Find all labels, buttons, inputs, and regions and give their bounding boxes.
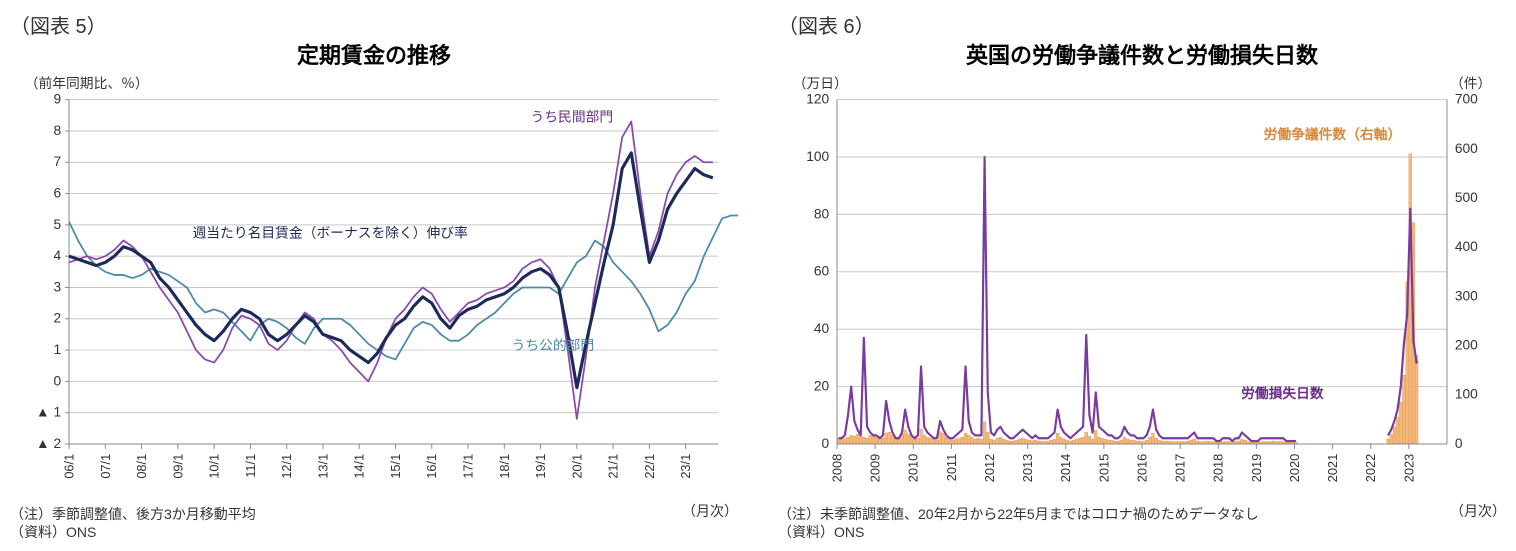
svg-text:18/1: 18/1 [497, 454, 512, 479]
svg-text:120: 120 [806, 92, 829, 107]
chart5-note2: （資料）ONS [10, 523, 256, 541]
svg-text:200: 200 [1455, 338, 1478, 353]
svg-text:22/1: 22/1 [642, 454, 657, 479]
chart6-svg: （万日） （件） 0 20 40 60 80 100 120 0 100 200 300 400 500 60… [778, 43, 1506, 501]
chart5-xlabel: （月次） [682, 501, 738, 541]
svg-text:2008: 2008 [830, 454, 845, 482]
chart5-notes: （注）季節調整値、後方3か月移動平均 （資料）ONS [10, 505, 256, 541]
svg-text:2019: 2019 [1249, 454, 1264, 482]
chart5-panel: （図表 5） 定期賃金の推移 （前年同期比、％）▲ 2▲ 10123456789… [10, 10, 738, 541]
chart5-svg: （前年同期比、％） ▲ 2 ▲ 1 0 1 2 3 4 5 6 7 8 9 06/1 07/1 08/1 09/… [10, 43, 738, 501]
svg-text:6: 6 [54, 185, 62, 200]
svg-text:2023: 2023 [1401, 454, 1416, 482]
svg-text:2022: 2022 [1363, 454, 1378, 482]
svg-text:5: 5 [54, 217, 62, 232]
svg-text:700: 700 [1455, 92, 1478, 107]
svg-text:2015: 2015 [1096, 454, 1111, 482]
svg-text:2012: 2012 [982, 454, 997, 482]
svg-text:2013: 2013 [1020, 454, 1035, 482]
svg-text:2010: 2010 [906, 454, 921, 482]
svg-text:うち民間部門: うち民間部門 [531, 110, 614, 125]
svg-text:2009: 2009 [868, 454, 883, 482]
svg-text:1: 1 [54, 342, 62, 357]
svg-text:2014: 2014 [1058, 454, 1073, 482]
svg-text:0: 0 [54, 373, 62, 388]
svg-text:100: 100 [806, 149, 829, 164]
svg-text:2018: 2018 [1211, 454, 1226, 482]
svg-text:80: 80 [814, 206, 830, 221]
svg-text:20/1: 20/1 [569, 454, 584, 479]
svg-text:2021: 2021 [1325, 454, 1340, 482]
svg-text:▲ 2: ▲ 2 [36, 436, 61, 451]
svg-text:▲ 1: ▲ 1 [36, 405, 61, 420]
svg-text:19/1: 19/1 [533, 454, 548, 479]
svg-text:10/1: 10/1 [207, 454, 222, 479]
svg-text:2016: 2016 [1134, 454, 1149, 482]
chart5-note1: （注）季節調整値、後方3か月移動平均 [10, 505, 256, 523]
svg-text:2: 2 [54, 311, 62, 326]
svg-text:600: 600 [1455, 141, 1478, 156]
svg-text:7: 7 [54, 154, 62, 169]
svg-text:0: 0 [822, 436, 830, 451]
svg-text:14/1: 14/1 [352, 454, 367, 479]
svg-text:（前年同期比、％）: （前年同期比、％） [25, 75, 149, 91]
svg-text:500: 500 [1455, 190, 1478, 205]
chart6-panel: （図表 6） 英国の労働争議件数と労働損失日数 （万日）（件）020406080… [778, 10, 1506, 541]
svg-text:（万日）: （万日） [793, 76, 848, 91]
chart6-plot: （万日） （件） 0 20 40 60 80 100 120 0 100 200 300 400 500 60… [778, 43, 1506, 501]
svg-text:07/1: 07/1 [98, 454, 113, 479]
svg-text:4: 4 [54, 248, 62, 263]
svg-text:うち公的部門: うち公的部門 [512, 338, 595, 353]
svg-text:12/1: 12/1 [279, 454, 294, 479]
svg-text:16/1: 16/1 [424, 454, 439, 479]
chart6-note1: （注）未季節調整値、20年2月から22年5月まではコロナ禍のためデータなし [778, 505, 1259, 523]
svg-text:15/1: 15/1 [388, 454, 403, 479]
svg-text:100: 100 [1455, 387, 1478, 402]
svg-text:11/1: 11/1 [243, 454, 258, 478]
svg-text:2011: 2011 [944, 454, 959, 481]
svg-text:21/1: 21/1 [606, 454, 621, 479]
svg-text:23/1: 23/1 [678, 454, 693, 479]
svg-text:300: 300 [1455, 288, 1478, 303]
svg-text:労働損失日数: 労働損失日数 [1241, 385, 1324, 401]
svg-text:8: 8 [54, 123, 62, 138]
svg-text:2020: 2020 [1287, 454, 1302, 482]
chart6-fig-label: （図表 6） [778, 10, 1506, 39]
svg-text:20: 20 [814, 379, 830, 394]
chart6-note2: （資料）ONS [778, 523, 1259, 541]
svg-text:09/1: 09/1 [170, 454, 185, 479]
svg-text:40: 40 [814, 321, 830, 336]
svg-text:週当たり名目賃金（ボーナスを除く）伸び率: 週当たり名目賃金（ボーナスを除く）伸び率 [193, 224, 469, 240]
svg-text:60: 60 [814, 264, 830, 279]
svg-text:08/1: 08/1 [134, 454, 149, 479]
svg-text:労働争議件数（右軸）: 労働争議件数（右軸） [1264, 126, 1402, 142]
svg-text:06/1: 06/1 [62, 454, 77, 479]
chart5-plot: （前年同期比、％） ▲ 2 ▲ 1 0 1 2 3 4 5 6 7 8 9 06/1 07/1 08/1 09/… [10, 43, 738, 501]
svg-text:2017: 2017 [1173, 454, 1188, 482]
svg-text:400: 400 [1455, 239, 1478, 254]
svg-text:（件）: （件） [1450, 76, 1491, 91]
svg-text:9: 9 [54, 92, 62, 107]
svg-text:3: 3 [54, 279, 62, 294]
svg-text:13/1: 13/1 [315, 454, 330, 479]
chart5-fig-label: （図表 5） [10, 10, 738, 39]
chart6-xlabel: （月次） [1450, 501, 1506, 541]
svg-text:0: 0 [1455, 436, 1463, 451]
chart6-notes: （注）未季節調整値、20年2月から22年5月まではコロナ禍のためデータなし （資… [778, 505, 1259, 541]
svg-text:17/1: 17/1 [461, 454, 476, 479]
